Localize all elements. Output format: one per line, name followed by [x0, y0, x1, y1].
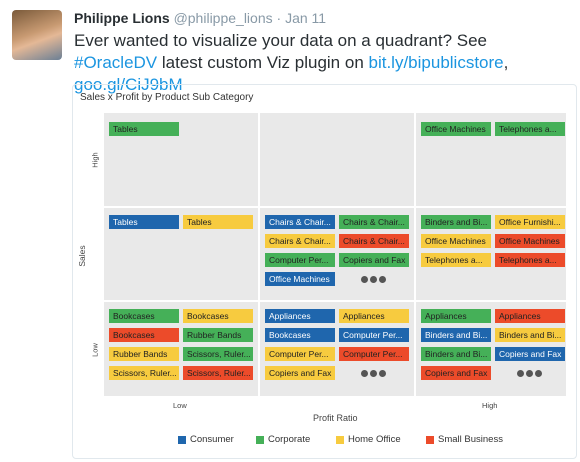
tile[interactable]: Tables [183, 215, 253, 229]
tile[interactable]: Telephones a... [421, 253, 491, 267]
link[interactable]: bit.ly/bipublicstore [368, 53, 504, 72]
legend-swatch [256, 436, 264, 444]
tile[interactable]: Scissors, Ruler... [183, 347, 253, 361]
more-dot [361, 370, 368, 377]
legend-label: Consumer [190, 434, 234, 445]
tile[interactable]: Binders and Bi... [421, 215, 491, 229]
legend-label: Small Business [438, 434, 503, 445]
y-low-label: Low [90, 343, 100, 357]
image-card[interactable] [72, 84, 577, 459]
more-dot [370, 276, 377, 283]
tile[interactable]: Binders and Bi... [421, 328, 491, 342]
more-dot [517, 370, 524, 377]
legend-swatch [178, 436, 186, 444]
tile[interactable]: Scissors, Ruler... [109, 366, 179, 380]
tile[interactable]: Binders and Bi... [421, 347, 491, 361]
tile[interactable]: Computer Per... [339, 347, 409, 361]
quadrant-cell [260, 113, 414, 206]
legend-swatch [336, 436, 344, 444]
text-run: latest custom Viz plugin on [157, 53, 369, 72]
date[interactable]: Jan 11 [285, 10, 327, 26]
tile[interactable]: Copiers and Fax [495, 347, 565, 361]
tile[interactable]: Copiers and Fax [265, 366, 335, 380]
tile[interactable]: Bookcases [109, 328, 179, 342]
tile[interactable]: Telephones a... [495, 253, 565, 267]
tile[interactable]: Binders and Bi... [495, 328, 565, 342]
tile[interactable]: Office Furnishi... [495, 215, 565, 229]
tile[interactable]: Chairs & Chair... [265, 234, 335, 248]
tweet-text: Ever wanted to visualize your data on a … [74, 30, 574, 96]
tile[interactable]: Bookcases [109, 309, 179, 323]
tile[interactable]: Telephones a... [495, 122, 565, 136]
more-dot [379, 370, 386, 377]
y-high-label: High [90, 152, 100, 168]
y-axis-title: Sales [77, 245, 87, 267]
tile[interactable]: Tables [109, 122, 179, 136]
tile[interactable]: Copiers and Fax [421, 366, 491, 380]
legend-label: Home Office [348, 434, 401, 445]
text-run: Ever wanted to visualize your data on a … [74, 31, 487, 50]
link[interactable]: #OracleDV [74, 53, 158, 72]
more-dot [379, 276, 386, 283]
tile[interactable]: Chairs & Chair... [339, 234, 409, 248]
tile[interactable]: Appliances [495, 309, 565, 323]
x-axis-title: Profit Ratio [313, 413, 358, 423]
tile[interactable]: Chairs & Chair... [265, 215, 335, 229]
tile[interactable]: Scissors, Ruler... [183, 366, 253, 380]
tile[interactable]: Appliances [421, 309, 491, 323]
author-name[interactable]: Philippe Lions [74, 10, 170, 26]
tile[interactable]: Bookcases [183, 309, 253, 323]
more-dot [535, 370, 542, 377]
tile[interactable]: Chairs & Chair... [339, 215, 409, 229]
tile[interactable]: Computer Per... [265, 253, 335, 267]
tweet-header: Philippe Lions @philippe_lions · Jan 11 [74, 10, 326, 26]
viz-title: Sales x Profit by Product Sub Category [80, 92, 254, 103]
tile[interactable]: Office Machines [421, 122, 491, 136]
legend-swatch [426, 436, 434, 444]
text-run: , [503, 53, 509, 72]
tile[interactable]: Tables [109, 215, 179, 229]
avatar[interactable] [12, 10, 62, 60]
tile[interactable]: Copiers and Fax [339, 253, 409, 267]
tile[interactable]: Office Machines [265, 272, 335, 286]
tile[interactable]: Office Machines [421, 234, 491, 248]
more-dot [526, 370, 533, 377]
tile[interactable]: Bookcases [265, 328, 335, 342]
tile[interactable]: Office Machines [495, 234, 565, 248]
legend-label: Corporate [268, 434, 311, 445]
tile[interactable]: Appliances [265, 309, 335, 323]
x-high-label: High [482, 401, 498, 410]
tile[interactable]: Appliances [339, 309, 409, 323]
tile[interactable]: Rubber Bands [109, 347, 179, 361]
handle[interactable]: @philippe_lions [173, 10, 273, 26]
separator: · [276, 10, 282, 26]
tile[interactable]: Computer Per... [339, 328, 409, 342]
tile[interactable]: Rubber Bands [183, 328, 253, 342]
more-dot [370, 370, 377, 377]
x-low-label: Low [173, 401, 187, 410]
more-dot [361, 276, 368, 283]
tile[interactable]: Computer Per... [265, 347, 335, 361]
